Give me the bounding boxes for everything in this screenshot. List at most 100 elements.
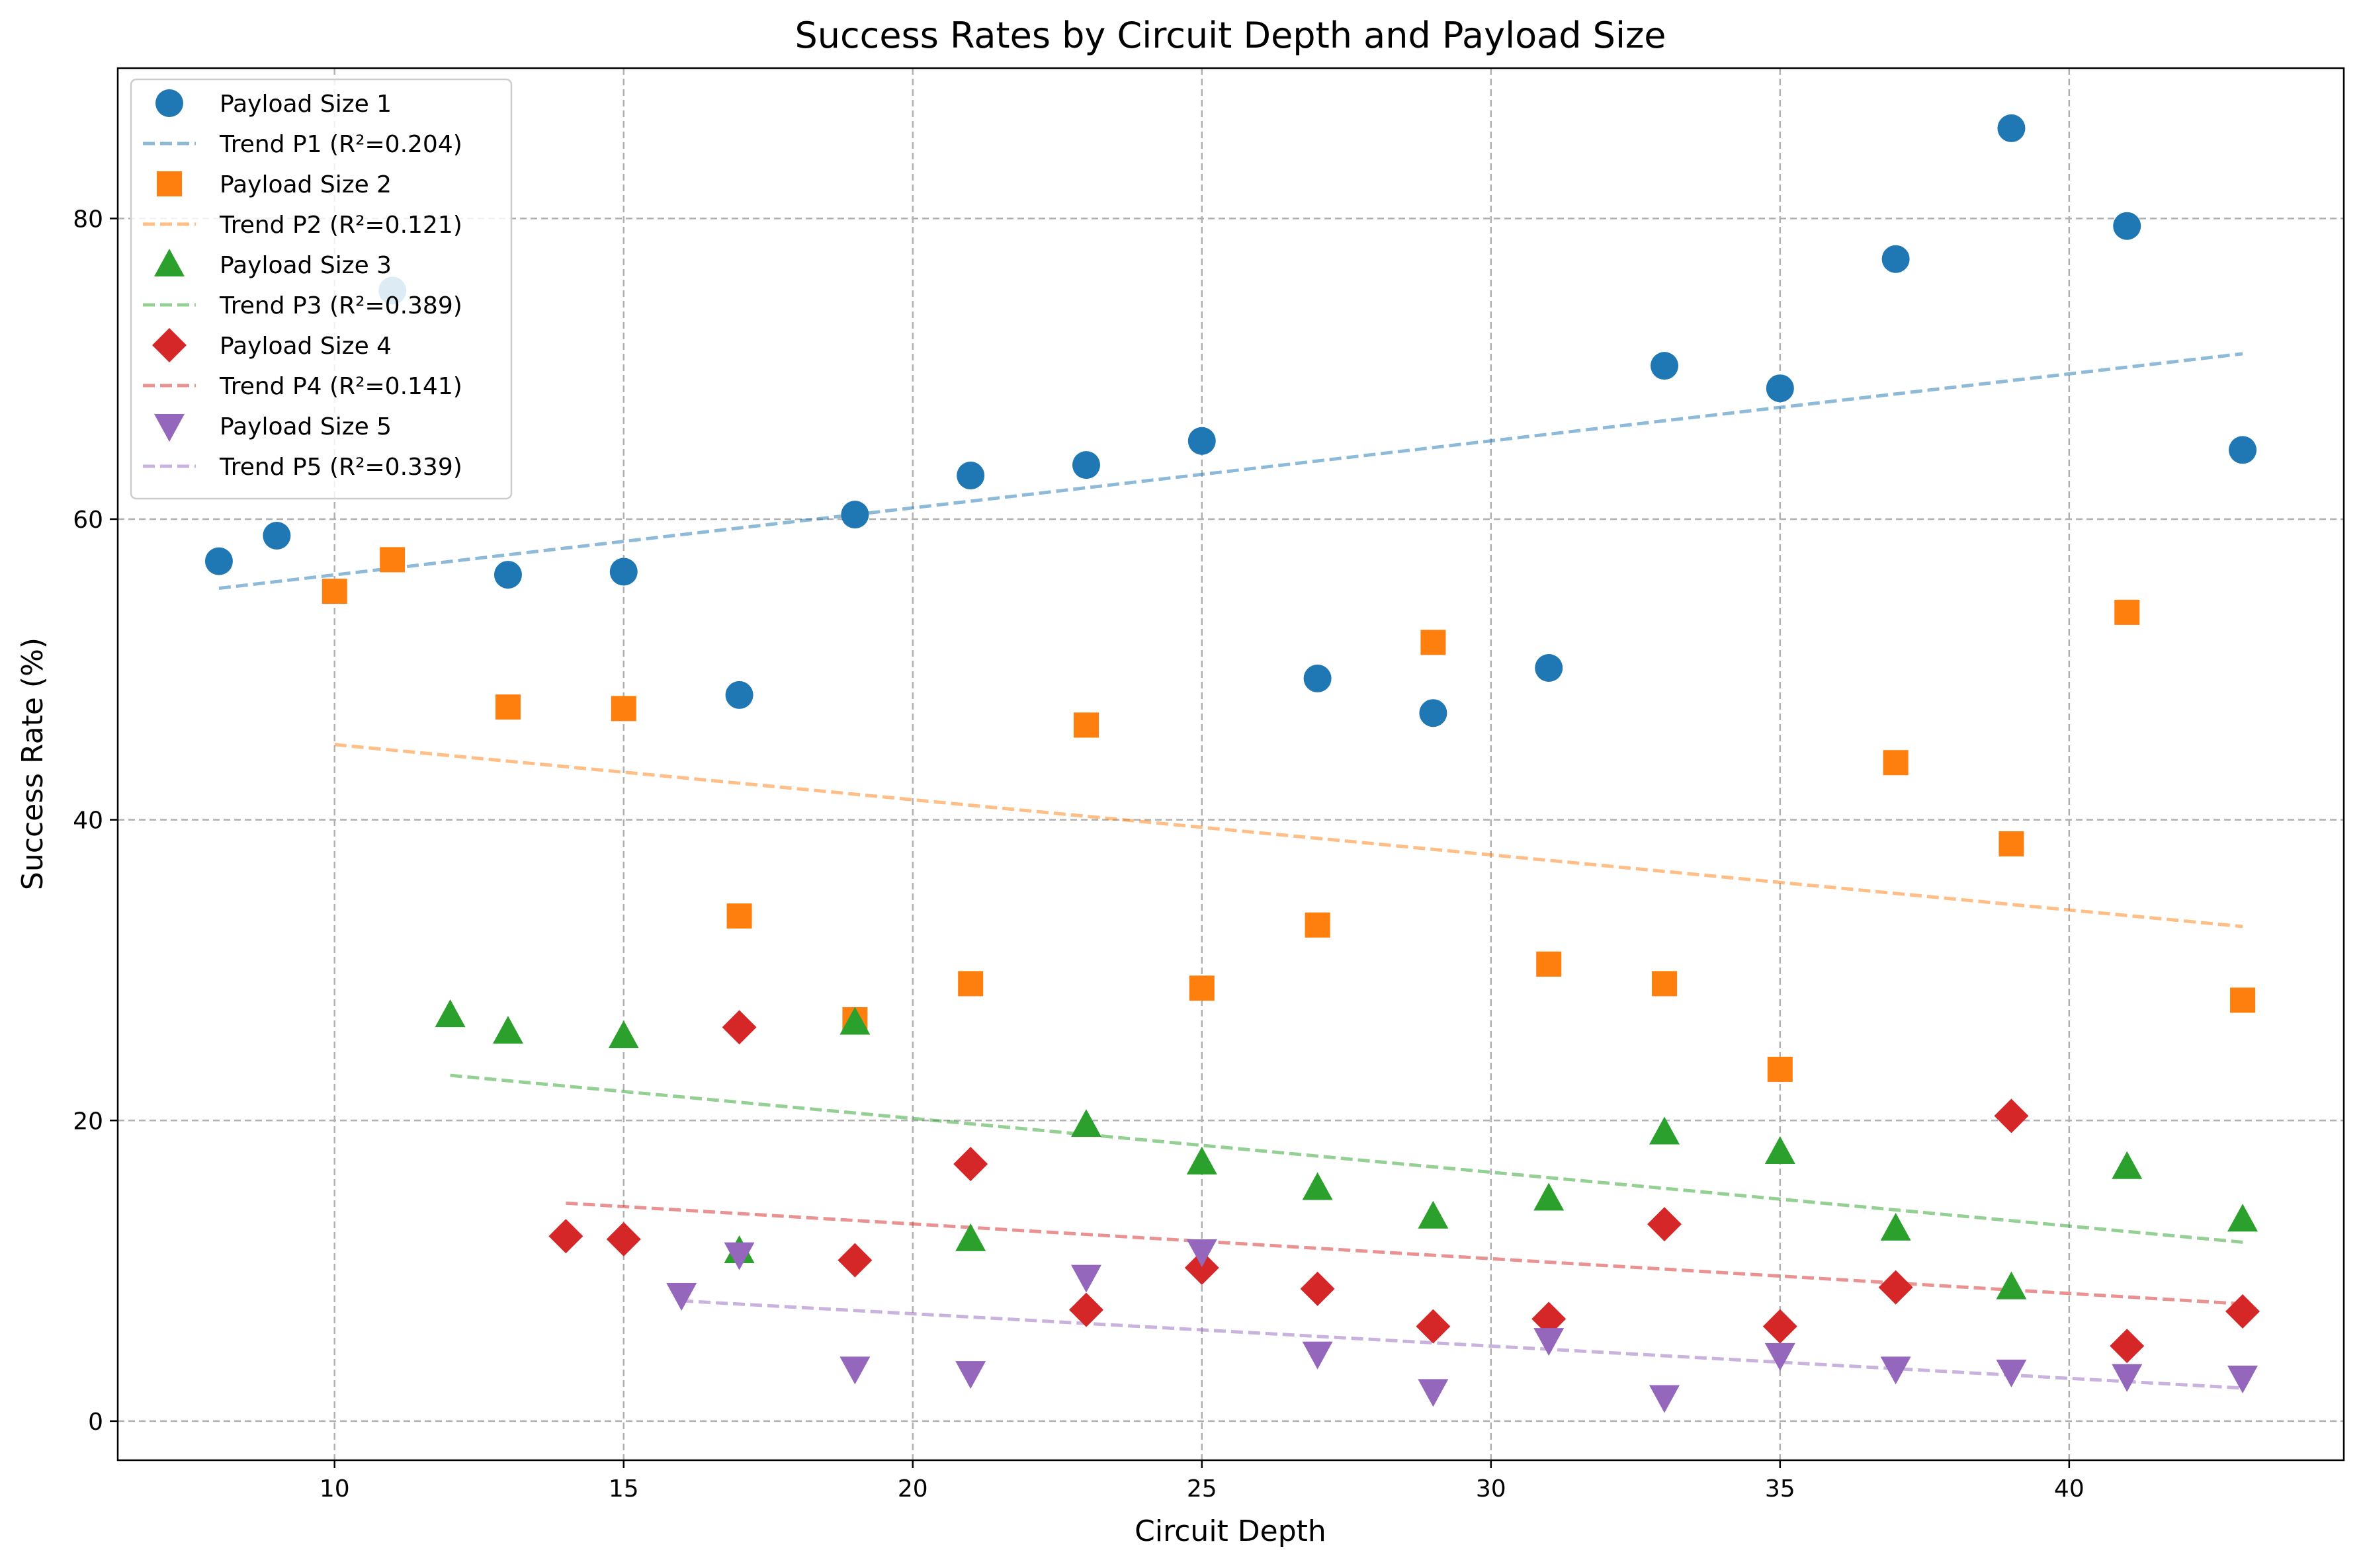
data-point-p3 xyxy=(1070,1109,1101,1137)
trend-lines xyxy=(218,352,2243,1390)
trend-line-p5 xyxy=(681,1299,2243,1390)
data-point-p2 xyxy=(322,579,347,604)
data-point-p3 xyxy=(2112,1151,2143,1179)
data-points xyxy=(204,114,2260,1413)
plot-frame xyxy=(116,67,2345,1462)
data-point-p5 xyxy=(1418,1379,1449,1407)
trend-line-p2 xyxy=(334,743,2243,928)
data-point-p1 xyxy=(1303,664,1332,692)
y-tick-label: 40 xyxy=(73,807,103,835)
data-point-p2 xyxy=(1998,831,2024,856)
x-tick-label: 30 xyxy=(1476,1475,1506,1503)
data-point-p2 xyxy=(380,547,406,573)
data-point-p5 xyxy=(839,1356,871,1385)
data-point-p1 xyxy=(494,561,522,589)
data-point-p2 xyxy=(1305,912,1330,938)
data-point-p2 xyxy=(1420,630,1446,655)
data-point-p3 xyxy=(1533,1182,1565,1211)
data-point-p1 xyxy=(1651,352,1679,380)
data-point-p5 xyxy=(1649,1385,1680,1413)
legend-label-trend: Trend P3 (R²=0.389) xyxy=(219,292,462,319)
data-point-p4 xyxy=(838,1243,873,1278)
data-point-p5 xyxy=(1533,1328,1565,1356)
data-point-p3 xyxy=(839,1007,871,1035)
data-point-p4 xyxy=(1762,1309,1797,1344)
data-point-p5 xyxy=(1880,1356,1911,1385)
data-point-p1 xyxy=(725,681,753,709)
data-point-p5 xyxy=(2112,1364,2143,1392)
data-point-p3 xyxy=(955,1223,986,1251)
trend-line-p3 xyxy=(450,1073,2243,1244)
data-point-p4 xyxy=(953,1147,988,1182)
data-point-p1 xyxy=(1072,451,1100,479)
data-point-p3 xyxy=(1996,1271,2027,1300)
data-point-p4 xyxy=(722,1010,757,1045)
data-point-p4 xyxy=(1647,1207,1682,1242)
trend-line-p4 xyxy=(566,1201,2243,1306)
data-point-p5 xyxy=(1996,1359,2027,1387)
data-point-p3 xyxy=(1302,1172,1333,1200)
data-point-p4 xyxy=(1068,1292,1103,1327)
legend: Payload Size 1 Trend P1 (R²=0.204) Payload… xyxy=(130,78,513,500)
data-point-p5 xyxy=(1070,1264,1101,1293)
data-point-p3 xyxy=(435,999,466,1028)
data-point-p3 xyxy=(1186,1146,1217,1175)
legend-label-trend: Trend P4 (R²=0.141) xyxy=(219,373,462,400)
data-point-p2 xyxy=(1073,712,1099,738)
grid-lines xyxy=(118,68,2344,1460)
data-point-p2 xyxy=(958,971,984,997)
data-point-p5 xyxy=(1764,1342,1795,1371)
y-axis-label: Success Rate (%) xyxy=(16,638,50,890)
data-point-p1 xyxy=(1766,374,1794,403)
data-point-p1 xyxy=(2229,436,2257,464)
legend-marker-p1 xyxy=(155,89,183,117)
x-tick-label: 10 xyxy=(320,1475,350,1503)
data-point-p4 xyxy=(1878,1270,1913,1305)
data-point-p4 xyxy=(1531,1301,1567,1337)
legend-label-series: Payload Size 2 xyxy=(220,171,392,198)
data-point-p1 xyxy=(204,547,233,575)
data-point-p2 xyxy=(2230,987,2256,1013)
x-axis-label: Circuit Depth xyxy=(1135,1514,1326,1548)
data-point-p4 xyxy=(1416,1309,1451,1344)
data-point-p1 xyxy=(1997,114,2026,142)
x-tick-label: 20 xyxy=(898,1475,928,1503)
legend-label-series: Payload Size 4 xyxy=(220,333,392,360)
data-point-p2 xyxy=(611,696,636,722)
legend-marker-p2 xyxy=(157,171,182,196)
legend-marker-p3 xyxy=(154,249,185,276)
data-point-p5 xyxy=(724,1242,755,1270)
data-point-p3 xyxy=(1764,1135,1795,1164)
data-point-p2 xyxy=(2114,599,2140,625)
data-point-p3 xyxy=(2227,1204,2258,1232)
data-point-p1 xyxy=(263,521,291,550)
data-point-p1 xyxy=(2113,212,2141,240)
x-tick-label: 35 xyxy=(1765,1475,1795,1503)
data-point-p1 xyxy=(1187,427,1216,455)
data-point-p2 xyxy=(495,694,521,720)
legend-label-series: Payload Size 1 xyxy=(220,91,392,118)
x-tick-label: 25 xyxy=(1187,1475,1217,1503)
y-axis-ticks: 0 20 40 60 80 xyxy=(73,206,118,1436)
data-point-p3 xyxy=(1649,1116,1680,1145)
data-point-p3 xyxy=(1418,1200,1449,1229)
data-point-p4 xyxy=(2110,1329,2145,1364)
y-tick-label: 20 xyxy=(73,1108,103,1135)
data-point-p2 xyxy=(1652,971,1678,997)
legend-label-series: Payload Size 5 xyxy=(220,413,392,440)
data-point-p2 xyxy=(1189,975,1215,1001)
data-point-p3 xyxy=(608,1020,639,1048)
x-tick-label: 40 xyxy=(2054,1475,2084,1503)
x-axis-ticks: 10 15 20 25 30 35 40 xyxy=(320,1460,2084,1503)
data-point-p4 xyxy=(548,1219,583,1254)
trend-line-p1 xyxy=(218,352,2243,591)
data-point-p2 xyxy=(1767,1056,1793,1082)
data-point-p2 xyxy=(1883,750,1909,776)
data-point-p1 xyxy=(841,501,869,529)
legend-label-series: Payload Size 3 xyxy=(220,252,392,279)
chart-title: Success Rates by Circuit Depth and Paylo… xyxy=(795,15,1666,56)
data-point-p1 xyxy=(1419,699,1447,727)
data-point-p5 xyxy=(955,1361,986,1389)
legend-marker-p5 xyxy=(154,414,185,442)
